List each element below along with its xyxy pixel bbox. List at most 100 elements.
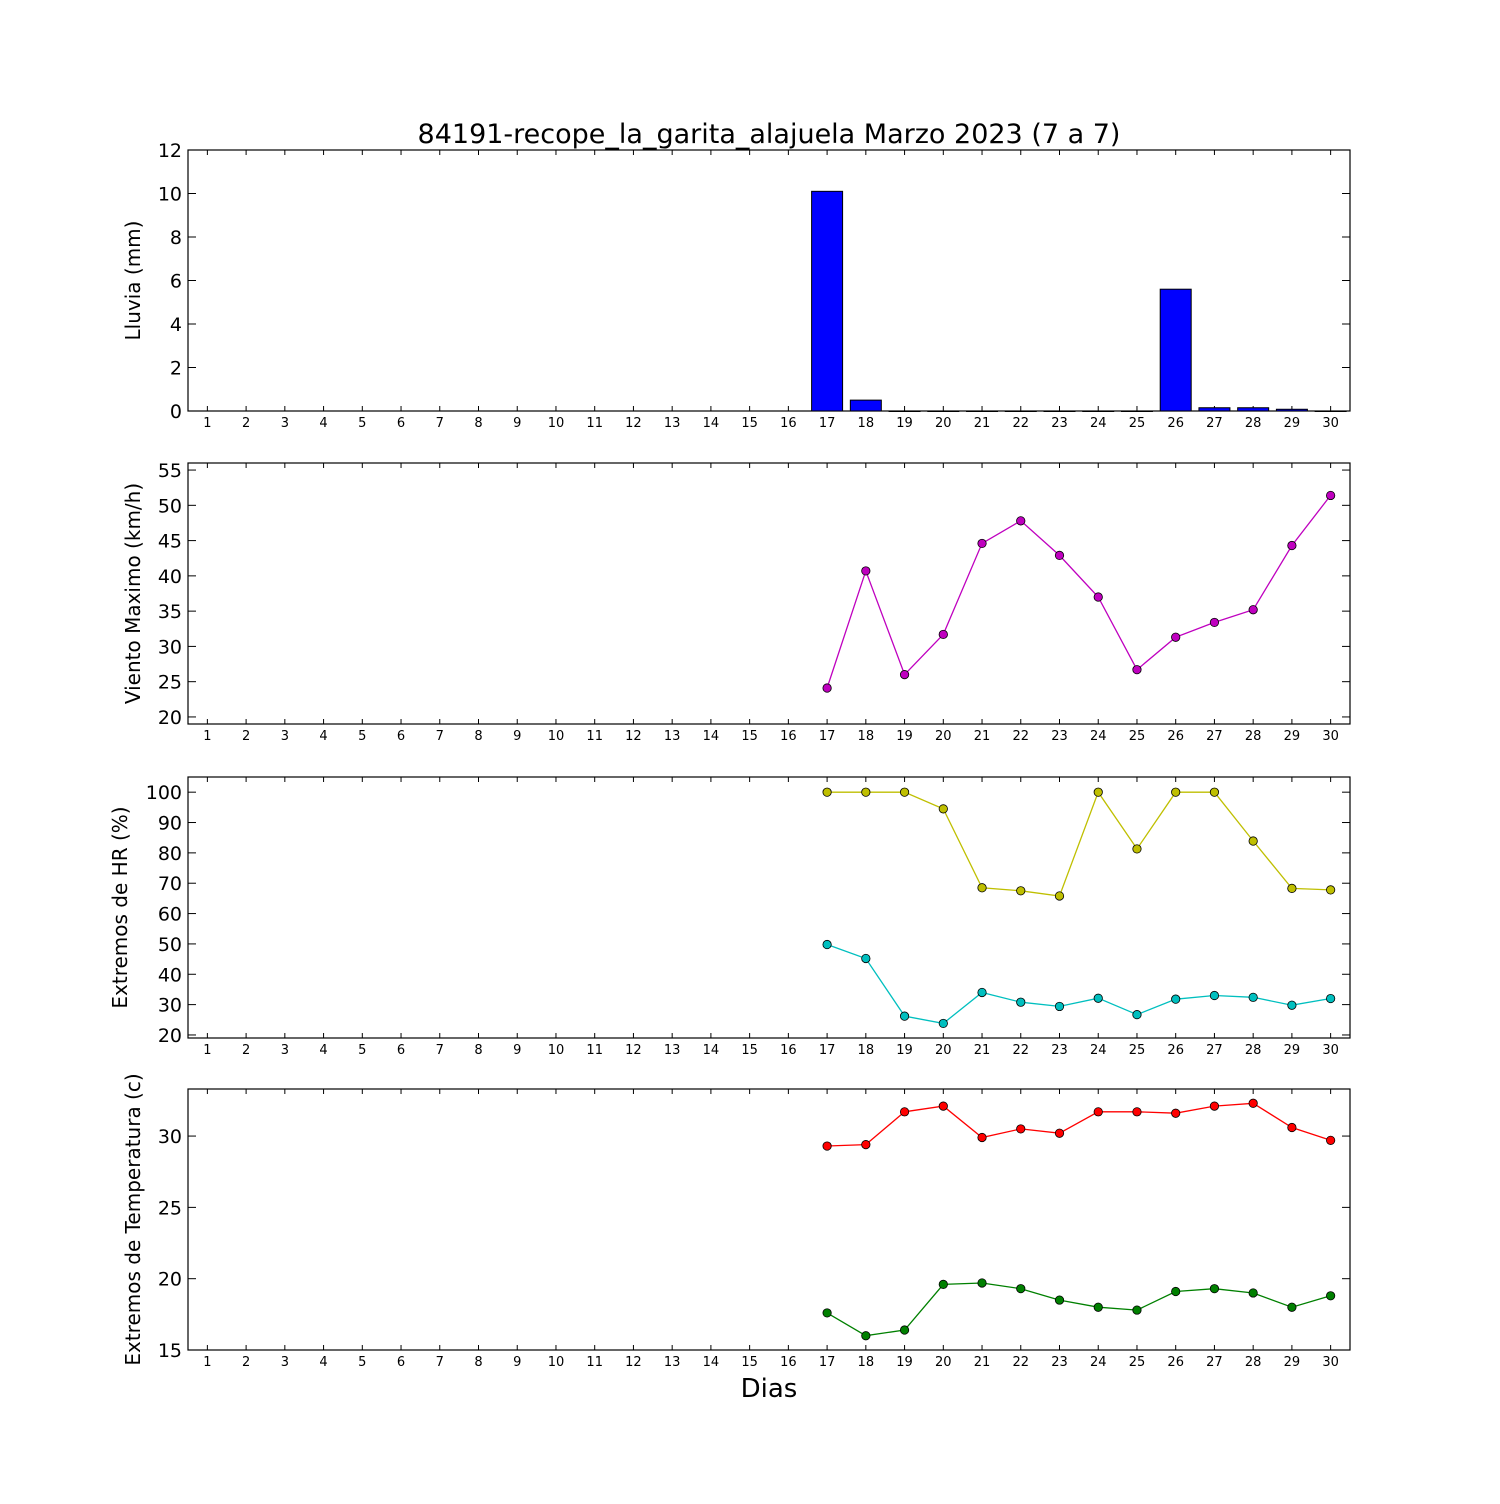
x-tick-label: 5 <box>358 1355 366 1370</box>
data-point <box>1132 665 1142 675</box>
x-tick-label: 17 <box>819 416 836 431</box>
y-tick-label: 90 <box>158 813 182 835</box>
x-tick-label: 4 <box>319 416 327 431</box>
axes-frame <box>187 149 1351 412</box>
x-tick-label: 8 <box>474 1355 482 1370</box>
bar <box>1004 410 1037 412</box>
panels-group: 1 2 3 4 5 6 7 8 9 10 11 12 13 14 15 16 17 18 19 20 21 22 23 24 2… <box>108 140 1351 1370</box>
x-tick-label: 30 <box>1322 729 1339 744</box>
data-point <box>1171 994 1181 1004</box>
data-point <box>1054 1295 1065 1305</box>
x-tick-label: 4 <box>319 1043 327 1058</box>
data-point <box>1171 787 1181 797</box>
data-point <box>1326 885 1336 895</box>
x-tick-label: 6 <box>397 1043 405 1058</box>
x-tick-label: 2 <box>242 416 250 431</box>
x-tick-label: 1 <box>203 729 211 744</box>
data-point <box>899 670 910 680</box>
y-tick-label: 60 <box>158 904 182 926</box>
x-tick-label: 10 <box>548 416 565 431</box>
data-point <box>1209 787 1220 797</box>
x-tick-label: 27 <box>1206 1043 1223 1058</box>
data-point <box>977 883 987 893</box>
x-tick-label: 19 <box>896 1043 913 1058</box>
data-point <box>1209 617 1220 628</box>
data-point <box>899 1011 910 1021</box>
x-tick-label: 18 <box>858 416 875 431</box>
x-tick-label: 3 <box>281 1355 289 1370</box>
data-point <box>1054 891 1065 901</box>
x-tick-label: 20 <box>935 416 952 431</box>
data-point <box>899 1107 910 1117</box>
data-point <box>899 1325 910 1335</box>
bar <box>1314 410 1347 412</box>
data-point <box>1132 1305 1142 1315</box>
bar <box>927 410 960 412</box>
x-tick-label: 16 <box>780 1043 797 1058</box>
x-tick-label: 5 <box>358 1043 366 1058</box>
x-tick-label: 22 <box>1012 729 1029 744</box>
data-point <box>1054 550 1065 561</box>
x-tick-label: 9 <box>513 1043 521 1058</box>
y-tick-label: 6 <box>170 271 182 293</box>
data-point <box>1287 883 1297 893</box>
data-point <box>1287 1000 1297 1010</box>
data-point <box>822 939 832 950</box>
x-tick-label: 23 <box>1051 1043 1068 1058</box>
x-tick-label: 7 <box>436 729 444 744</box>
data-point <box>1016 1124 1026 1134</box>
data-point <box>977 1132 987 1143</box>
x-tick-label: 5 <box>358 416 366 431</box>
y-tick-label: 4 <box>170 314 182 336</box>
data-point <box>822 1141 832 1151</box>
y-tick-label: 40 <box>158 566 182 588</box>
data-point <box>1248 1098 1258 1108</box>
x-tick-label: 11 <box>586 1043 603 1058</box>
x-tick-label: 15 <box>741 729 758 744</box>
panel-2: 1 2 3 4 5 6 7 8 9 10 11 12 13 14 15 16 17 18 19 20 21 22 23 24 2… <box>121 460 1351 744</box>
bar <box>1198 407 1231 412</box>
x-tick-label: 1 <box>203 416 211 431</box>
x-tick-label: 2 <box>242 729 250 744</box>
x-tick-label: 29 <box>1284 729 1301 744</box>
x-tick-label: 24 <box>1090 1355 1107 1370</box>
x-tick-label: 21 <box>974 416 991 431</box>
data-point <box>1287 1122 1297 1133</box>
data-point <box>1171 1108 1181 1118</box>
y-tick-label: 100 <box>146 782 182 804</box>
y-tick-label: 12 <box>158 140 182 162</box>
x-tick-label: 11 <box>586 729 603 744</box>
data-point <box>1054 1001 1065 1012</box>
data-point <box>1248 1288 1258 1298</box>
data-point <box>977 1278 987 1288</box>
data-point <box>861 1140 871 1150</box>
bar <box>1275 408 1308 412</box>
data-point <box>977 538 987 549</box>
data-point <box>1016 997 1026 1007</box>
bar <box>1120 410 1153 412</box>
x-tick-label: 26 <box>1167 1355 1184 1370</box>
bar <box>811 190 844 412</box>
x-tick-label: 25 <box>1129 1355 1146 1370</box>
y-axis-label: Extremos de Temperatura (c) <box>121 1073 145 1365</box>
data-point <box>938 804 948 814</box>
series-line-1 <box>827 790 1331 897</box>
x-tick-label: 13 <box>664 729 681 744</box>
y-tick-label: 8 <box>170 227 182 249</box>
bar <box>1159 288 1192 412</box>
bar <box>966 410 999 412</box>
y-tick-label: 45 <box>158 531 182 553</box>
panel-3: 1 2 3 4 5 6 7 8 9 10 11 12 13 14 15 16 17 18 19 20 21 22 23 24 2… <box>108 776 1351 1058</box>
x-tick-label: 15 <box>741 1043 758 1058</box>
data-point <box>1054 1128 1065 1138</box>
x-tick-label: 16 <box>780 1355 797 1370</box>
x-tick-label: 10 <box>548 1043 565 1058</box>
data-point <box>1209 1284 1220 1294</box>
data-point <box>1093 1107 1103 1117</box>
x-tick-label: 6 <box>397 416 405 431</box>
x-tick-label: 15 <box>741 416 758 431</box>
x-tick-label: 11 <box>586 416 603 431</box>
x-tick-label: 2 <box>242 1043 250 1058</box>
x-tick-label: 28 <box>1245 1043 1262 1058</box>
data-point <box>1287 540 1297 551</box>
